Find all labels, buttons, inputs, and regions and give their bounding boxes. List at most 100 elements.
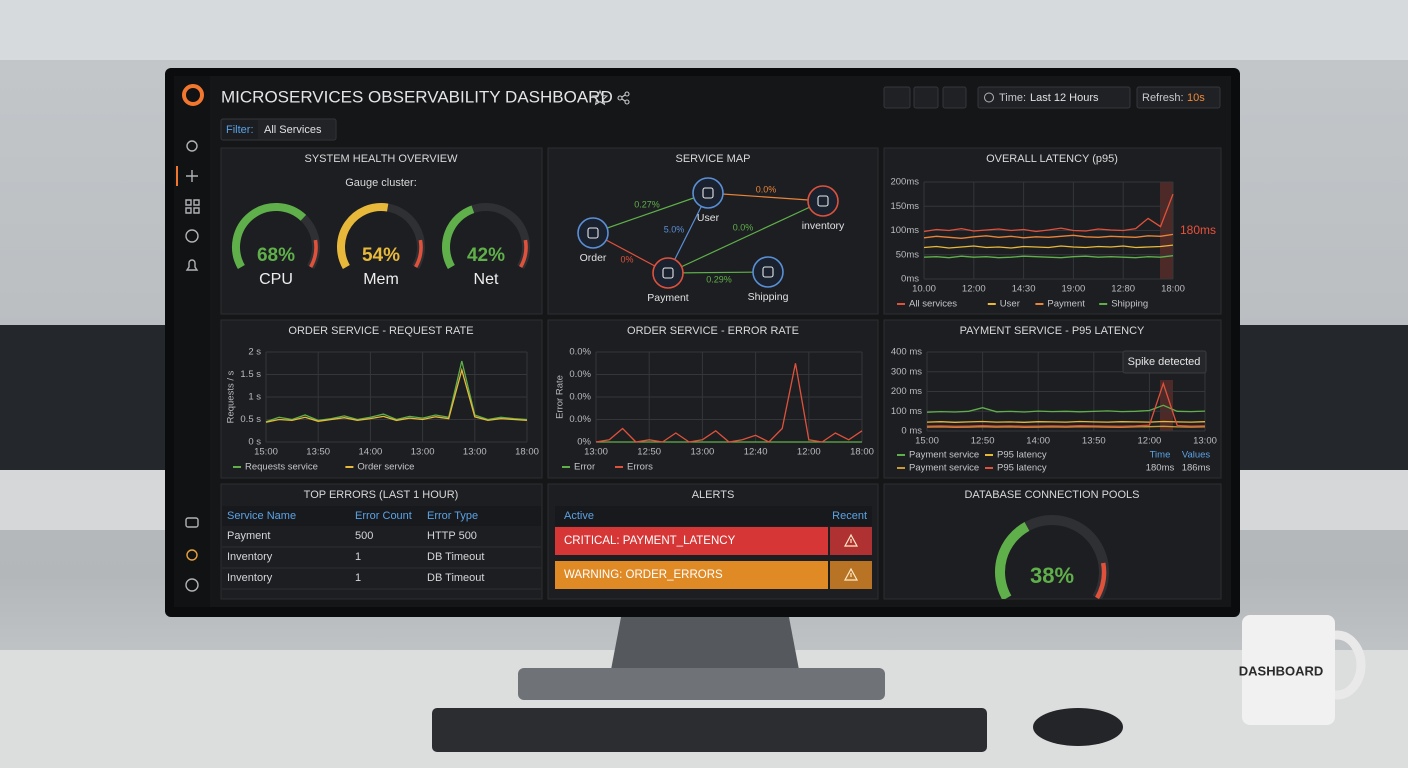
add-icon[interactable] [186, 170, 198, 182]
background-monitor [0, 325, 165, 470]
settings-icon[interactable] [186, 549, 198, 561]
node-label: Shipping [748, 291, 789, 303]
gauge-value: 68% [257, 245, 295, 266]
gauge-threshold [309, 239, 318, 268]
annotation: 180ms [1180, 223, 1216, 237]
table-cell: HTTP 500 [427, 530, 477, 542]
alert-text: WARNING: ORDER_ERRORS [564, 569, 723, 581]
x-tick-label: 13:50 [1082, 436, 1106, 447]
table-cell: DB Timeout [427, 551, 484, 563]
gauge-arc [337, 203, 389, 269]
series-line [923, 255, 1174, 259]
panel-title: DATABASE CONNECTION POOLS [964, 489, 1139, 501]
y-tick-label: 0 ms [901, 426, 922, 437]
node-label: Order [580, 252, 607, 264]
settings-button[interactable] [942, 86, 967, 109]
chat-icon[interactable] [185, 517, 199, 528]
node-icon [817, 195, 829, 207]
legend-label: Error [574, 462, 595, 473]
star-button[interactable] [591, 89, 609, 106]
dashboards-icon[interactable] [185, 199, 200, 214]
gauge-label: Mem [363, 271, 399, 288]
alerting-icon[interactable] [185, 259, 199, 271]
series-line [265, 367, 528, 423]
help-icon[interactable] [185, 578, 199, 592]
edge [667, 200, 824, 274]
filter-value: All Services [264, 124, 322, 136]
panel [883, 319, 1222, 479]
table-cell: 1 [355, 572, 361, 584]
panel-title: ORDER SERVICE - ERROR RATE [627, 325, 799, 337]
series-line [926, 404, 1206, 413]
x-tick-label: 12:40 [744, 447, 768, 458]
tooltip-text: Spike detected [1128, 356, 1201, 368]
x-tick-label: 18:00 [515, 447, 539, 458]
edge-label: 0.29% [706, 274, 732, 284]
save-button[interactable] [913, 86, 939, 109]
series-line [923, 233, 1174, 239]
y-tick-label: 400 ms [891, 347, 922, 358]
y-tick-label: 0.0% [569, 369, 591, 380]
y-tick-label: 0.0% [569, 347, 591, 358]
search-icon[interactable] [186, 140, 198, 152]
background-desk [1240, 470, 1408, 530]
panel-title: PAYMENT SERVICE - P95 LATENCY [960, 325, 1145, 337]
x-tick-label: 18:00 [1161, 284, 1185, 295]
node-icon [587, 227, 599, 239]
legend-label: Requests service [245, 462, 318, 473]
column-header: Error Count [355, 510, 412, 522]
gauge-arc [232, 203, 307, 269]
background-desk [0, 470, 165, 530]
refresh-picker[interactable] [1136, 86, 1221, 109]
gauge-value: 42% [467, 245, 505, 266]
gauge-caption: Gauge cluster: [345, 177, 417, 189]
x-tick-label: 12:00 [962, 284, 986, 295]
node-label: User [697, 212, 720, 224]
column-header: Service Name [227, 510, 296, 522]
legend-table-value: 186ms [1182, 463, 1211, 474]
panel-title: ALERTS [692, 489, 735, 501]
logo[interactable] [182, 84, 204, 106]
share-button[interactable] [617, 91, 630, 105]
explore-icon[interactable] [185, 229, 199, 243]
refresh-label: Refresh: [1142, 92, 1184, 104]
x-tick-label: 13:00 [584, 447, 608, 458]
panel [220, 483, 543, 600]
column-header: Active [564, 510, 594, 522]
x-tick-label: 15:00 [915, 436, 939, 447]
table-cell: DB Timeout [427, 572, 484, 584]
y-tick-label: 50ms [896, 249, 919, 260]
y-tick-label: 200 ms [891, 386, 922, 397]
x-tick-label: 19:00 [1062, 284, 1086, 295]
service-node [577, 217, 609, 249]
y-tick-label: 0ms [901, 274, 919, 285]
y-tick-label: 0% [577, 437, 591, 448]
alerts-header [555, 506, 872, 526]
y-tick-label: 150ms [890, 201, 919, 212]
table-cell: Payment [227, 530, 270, 542]
edge [592, 192, 709, 234]
dashboard-title: MICROSERVICES OBSERVABILITY DASHBOARD [221, 87, 613, 106]
service-node [692, 177, 724, 209]
legend-label: Order service [357, 462, 414, 473]
mug [1242, 615, 1335, 725]
refresh-value: 10s [1187, 92, 1205, 104]
legend-label: All services [909, 299, 957, 310]
edge [667, 271, 769, 274]
time-picker[interactable] [977, 86, 1131, 109]
edge-label: 0.0% [733, 222, 754, 232]
y-tick-label: 100 ms [891, 406, 922, 417]
legend-label: Payment service [909, 450, 979, 461]
add-panel-button[interactable] [883, 86, 911, 109]
edge-label: 0.0% [756, 184, 777, 194]
panel [883, 483, 1222, 600]
keyboard [432, 708, 987, 752]
service-node [752, 256, 784, 288]
edge [707, 192, 824, 202]
legend-table-value: 180ms [1146, 463, 1175, 474]
filter-select[interactable] [258, 120, 335, 139]
background-monitor [1240, 325, 1408, 470]
series-line [923, 244, 1174, 249]
panel-title: SYSTEM HEALTH OVERVIEW [304, 153, 458, 165]
edge-label: 5.0% [664, 224, 685, 234]
